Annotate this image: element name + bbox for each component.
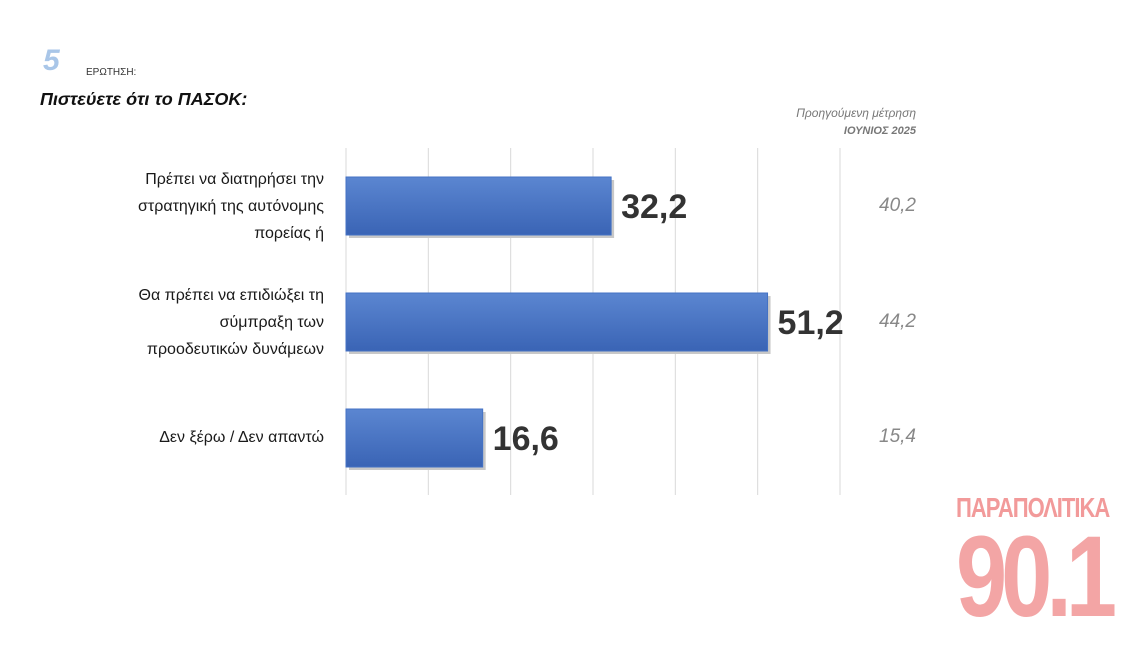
radio-logo: ΠΑΡΑΠΟΛΙΤΙΚΑ 90.1 fm bbox=[956, 492, 1117, 652]
category-label-line: Θα πρέπει να επιδιώξει τη bbox=[138, 287, 324, 304]
previous-heading-line1: Προηγούμενη μέτρηση bbox=[796, 106, 916, 120]
category-label-line: προοδευτικών δυνάμεων bbox=[146, 341, 324, 358]
data-label-2: 51,2 bbox=[778, 304, 844, 342]
category-label-line: Δεν ξέρω / Δεν απαντώ bbox=[159, 429, 324, 446]
chart-title: Πιστεύετε ότι το ΠΑΣΟΚ: bbox=[40, 89, 248, 109]
category-label-line: σύμπραξη των bbox=[219, 314, 324, 331]
data-label-3: 16,6 bbox=[493, 420, 559, 458]
logo-suffix: fm bbox=[1028, 610, 1064, 641]
data-label-1: 32,2 bbox=[621, 188, 687, 226]
bar-1 bbox=[345, 176, 612, 236]
bar-2 bbox=[345, 292, 769, 352]
previous-heading-line2: ΙΟΥΝΙΟΣ 2025 bbox=[843, 125, 916, 137]
category-label-line: Πρέπει να διατηρήσει την bbox=[145, 171, 324, 188]
logo-number: 90.1 bbox=[956, 513, 1117, 641]
bar-3 bbox=[345, 408, 484, 468]
category-label-2: Θα πρέπει να επιδιώξει τη σύμπραξη των π… bbox=[24, 282, 324, 363]
previous-measurement-heading: Προηγούμενη μέτρηση ΙΟΥΝΙΟΣ 2025 bbox=[676, 104, 916, 140]
question-label: ΕΡΩΤΗΣΗ: bbox=[86, 67, 137, 78]
category-label-3: Δεν ξέρω / Δεν απαντώ bbox=[24, 424, 324, 451]
category-label-line: πορείας ή bbox=[254, 225, 324, 242]
previous-value-1: 40,2 bbox=[879, 195, 916, 216]
question-number: 5 bbox=[43, 44, 60, 77]
category-label-line: στρατηγική της αυτόνομης bbox=[138, 198, 324, 215]
category-label-1: Πρέπει να διατηρήσει την στρατηγική της … bbox=[24, 166, 324, 247]
previous-value-2: 44,2 bbox=[879, 311, 916, 332]
logo-top-text: ΠΑΡΑΠΟΛΙΤΙΚΑ bbox=[956, 492, 1110, 524]
previous-value-3: 15,4 bbox=[879, 426, 916, 447]
